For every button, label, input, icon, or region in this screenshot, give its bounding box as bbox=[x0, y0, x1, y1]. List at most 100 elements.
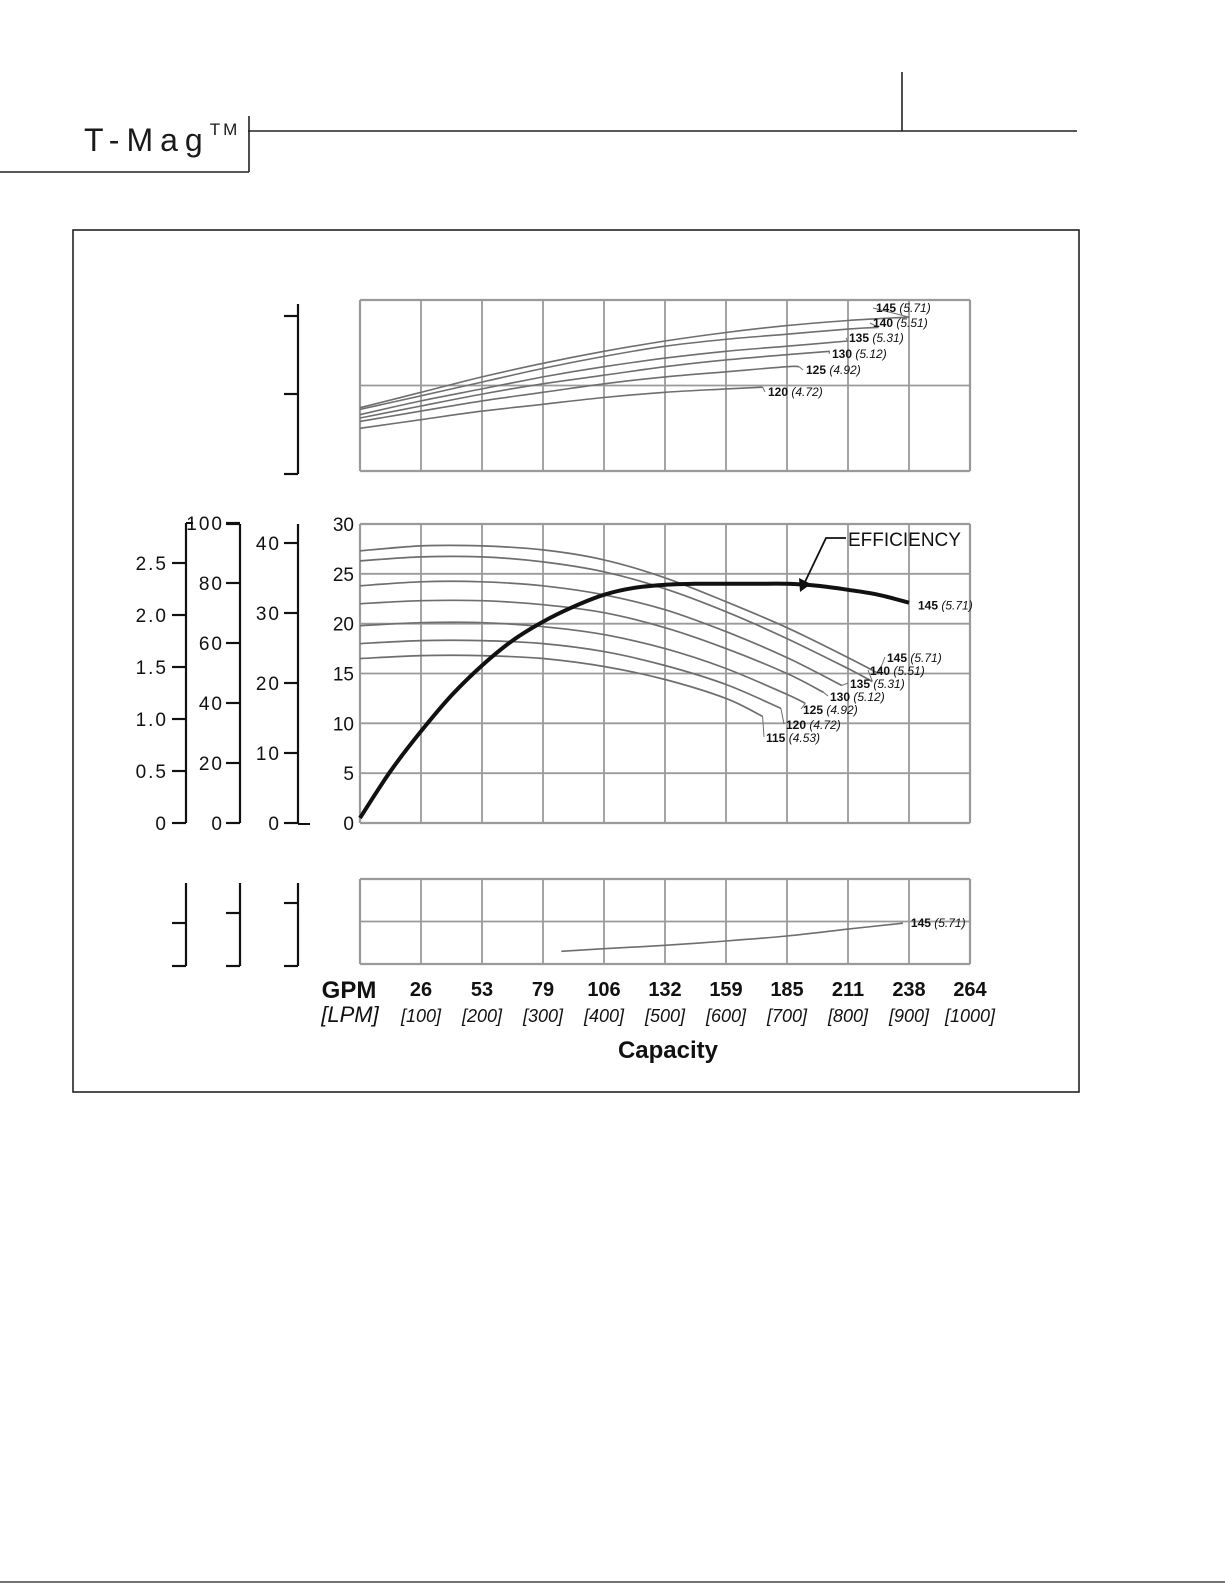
middle-ytick-label: 15 bbox=[333, 665, 354, 686]
trademark-mark: TM bbox=[209, 120, 241, 140]
head-curve-125 bbox=[359, 621, 806, 705]
x-tick-gpm-label: 132 bbox=[648, 979, 681, 1001]
top-curve-145 bbox=[359, 316, 910, 409]
head-135-series-label: 135 (5.31) bbox=[850, 677, 905, 691]
x-tick-gpm-label: 106 bbox=[587, 979, 620, 1001]
top-145-series-label: 145 (5.71) bbox=[876, 301, 931, 315]
left-axis-0-tick-label: 2.5 bbox=[136, 554, 168, 575]
head-leader-120 bbox=[780, 708, 785, 725]
head-140-series-label: 140 (5.51) bbox=[870, 664, 925, 678]
x-tick-gpm-label: 53 bbox=[471, 979, 493, 1001]
top-curve-125 bbox=[359, 365, 800, 423]
head-125-series-label: 125 (4.92) bbox=[803, 703, 858, 717]
x-tick-lpm-label: [300] bbox=[522, 1006, 564, 1026]
head-leader-125 bbox=[800, 703, 806, 710]
top-140-series-label: 140 (5.51) bbox=[873, 316, 928, 330]
left-axis-2-tick-label: 40 bbox=[256, 534, 281, 555]
x-tick-gpm-label: 26 bbox=[410, 979, 432, 1001]
left-axis-2-tick-label: 10 bbox=[256, 744, 281, 765]
efficiency-label: EFFICIENCY bbox=[848, 530, 961, 551]
middle-ytick-label: 20 bbox=[333, 615, 354, 636]
efficiency-curve bbox=[358, 581, 910, 820]
x-tick-lpm-label: [100] bbox=[400, 1006, 442, 1026]
chart-layer: 145 (5.71)140 (5.51)135 (5.31)130 (5.12)… bbox=[136, 298, 996, 1064]
bottom-curve-145 bbox=[561, 922, 903, 953]
head-115-series-label: 115 (4.53) bbox=[766, 731, 820, 745]
middle-grid bbox=[358, 522, 972, 825]
left-axis-0-tick-label: 0.5 bbox=[136, 762, 168, 783]
head-leader-140 bbox=[867, 669, 873, 682]
head-130-series-label: 130 (5.12) bbox=[830, 690, 885, 704]
top-120-series-label: 120 (4.72) bbox=[768, 385, 823, 399]
left-axis-0-tick-label: 0 bbox=[155, 814, 168, 835]
top-curve-120 bbox=[359, 386, 763, 430]
left-axis-0-tick-label: 1.5 bbox=[136, 658, 168, 679]
top-135-series-label: 135 (5.31) bbox=[849, 331, 904, 345]
head-leader-135 bbox=[841, 682, 849, 686]
left-axis-1-tick-label: 40 bbox=[199, 694, 224, 715]
head-leader-145 bbox=[878, 656, 886, 674]
top-leader-125 bbox=[798, 366, 804, 371]
middle-ytick-label: 5 bbox=[343, 764, 354, 785]
left-axis-1-tick-label: 20 bbox=[199, 754, 224, 775]
top-curve-130 bbox=[359, 350, 830, 419]
x-tick-lpm-label: [500] bbox=[644, 1006, 686, 1026]
x-tick-lpm-label: [800] bbox=[827, 1006, 869, 1026]
top-leader-140 bbox=[869, 322, 879, 328]
efficiency-arrowhead bbox=[799, 578, 811, 592]
top-130-series-label: 130 (5.12) bbox=[832, 347, 887, 361]
top-leader-120 bbox=[762, 386, 766, 393]
x-tick-gpm-label: 79 bbox=[532, 979, 554, 1001]
left-axis-1-tick-label: 0 bbox=[211, 814, 224, 835]
top-leader-135 bbox=[845, 337, 849, 342]
left-axis-0-tick-label: 1.0 bbox=[136, 710, 168, 731]
x-tick-gpm-label: 238 bbox=[892, 979, 925, 1001]
x-axis-title: Capacity bbox=[618, 1037, 719, 1064]
left-axis-2-tick-label: 20 bbox=[256, 674, 281, 695]
x-tick-lpm-label: [700] bbox=[766, 1006, 808, 1026]
top-125-series-label: 125 (4.92) bbox=[806, 363, 861, 377]
head-curve-140 bbox=[359, 555, 873, 683]
middle-ytick-label: 25 bbox=[333, 565, 354, 586]
top-leader-145 bbox=[872, 307, 910, 318]
efficiency-leader bbox=[803, 537, 846, 585]
x-tick-gpm-label: 185 bbox=[770, 979, 803, 1001]
middle-ytick-label: 30 bbox=[333, 515, 354, 536]
top-curve-135 bbox=[359, 340, 849, 416]
x-tick-gpm-label: 159 bbox=[709, 979, 742, 1001]
bottom-grid bbox=[358, 877, 972, 966]
x-tick-lpm-label: [1000] bbox=[944, 1006, 996, 1026]
x-tick-lpm-label: [400] bbox=[583, 1006, 625, 1026]
left-axis-2-tick-label: 30 bbox=[256, 604, 281, 625]
head-leader-130 bbox=[823, 692, 829, 697]
chart-frame bbox=[72, 229, 1080, 1093]
x-axis-lpm-label: [LPM] bbox=[320, 1002, 379, 1027]
x-tick-gpm-label: 264 bbox=[953, 979, 987, 1001]
document-title-text: T-Mag bbox=[84, 122, 210, 158]
head-120-series-label: 120 (4.72) bbox=[786, 718, 841, 732]
head-leader-115 bbox=[762, 716, 765, 738]
top-grid bbox=[358, 298, 972, 473]
head-curve-120 bbox=[359, 639, 782, 710]
head-145-series-label: 145 (5.71) bbox=[887, 651, 942, 665]
document-title: T-MagTM bbox=[84, 120, 241, 159]
x-tick-lpm-label: [200] bbox=[461, 1006, 503, 1026]
bottom-145-series-label: 145 (5.71) bbox=[911, 916, 966, 930]
middle-ytick-label: 0 bbox=[343, 814, 354, 835]
header-rules bbox=[0, 72, 1077, 173]
x-tick-lpm-label: [900] bbox=[888, 1006, 930, 1026]
middle-ytick-label: 10 bbox=[333, 714, 354, 735]
head-curve-130 bbox=[359, 599, 824, 694]
top-leader-130 bbox=[828, 351, 831, 355]
x-tick-lpm-label: [600] bbox=[705, 1006, 747, 1026]
left-axis-1-tick-label: 80 bbox=[199, 574, 224, 595]
left-axis-1-tick-label: 100 bbox=[186, 514, 224, 535]
left-axis-2-tick-label: 0 bbox=[268, 814, 281, 835]
x-tick-gpm-label: 211 bbox=[832, 979, 864, 1001]
left-axis-1-tick-label: 60 bbox=[199, 634, 224, 655]
x-axis-gpm-label: GPM bbox=[322, 977, 377, 1004]
head-curve-115 bbox=[359, 654, 763, 718]
left-axis-0-tick-label: 2.0 bbox=[136, 606, 168, 627]
top-curve-140 bbox=[359, 326, 879, 411]
